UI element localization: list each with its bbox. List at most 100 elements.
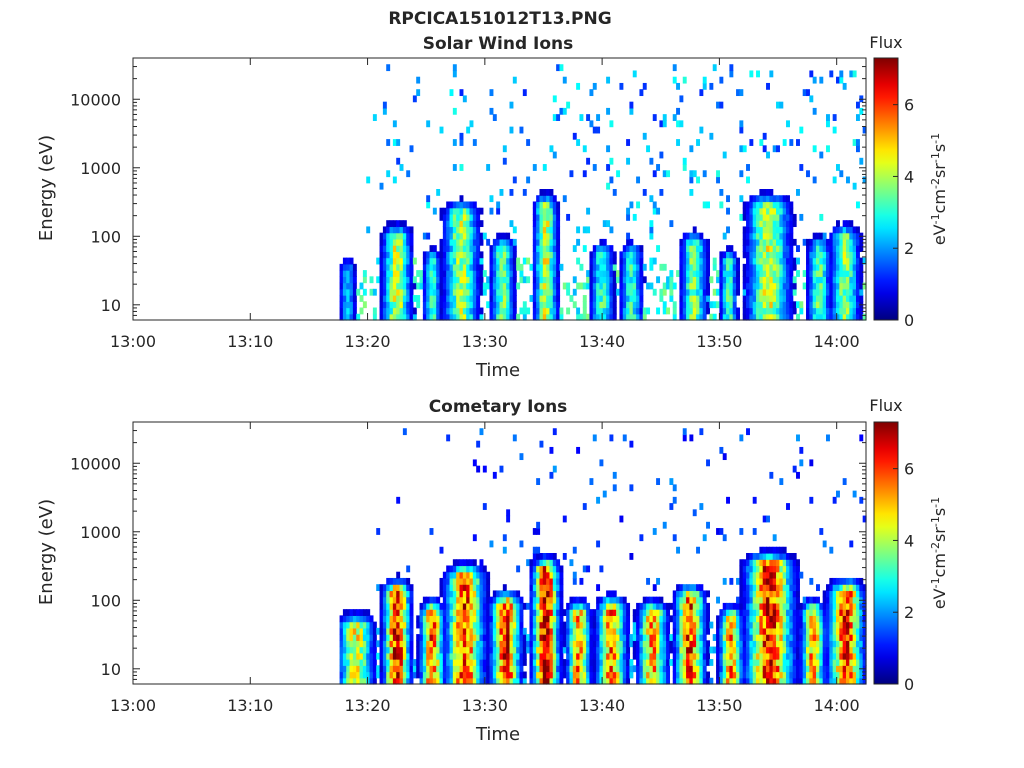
solar-wind-ions-heatmap-cell — [862, 126, 867, 134]
cometary-ions-heatmap-cell — [422, 659, 427, 666]
cometary-ions-heatmap-cell — [616, 659, 621, 666]
cometary-ions-heatmap-cell — [642, 596, 647, 604]
cometary-ions-heatmap-cell — [649, 627, 654, 635]
solar-wind-ions-heatmap-cell — [389, 220, 394, 228]
cometary-ions-heatmap-cell — [356, 640, 361, 648]
cometary-ions-heatmap-cell — [419, 621, 424, 629]
cometary-ions-heatmap-cell — [489, 602, 494, 610]
cometary-ions-heatmap-cell — [656, 627, 661, 635]
solar-wind-ions-heatmap-cell — [472, 295, 477, 302]
cometary-ions-heatmap-cell — [766, 609, 770, 616]
solar-wind-ions-heatmap-cell — [452, 257, 457, 265]
solar-wind-ions-heatmap-cell — [772, 207, 777, 215]
solar-wind-ions-heatmap-cell — [396, 245, 401, 252]
cometary-ions-heatmap-cell — [399, 677, 404, 685]
cometary-ions-heatmap-cell — [679, 615, 684, 623]
solar-wind-ions-heatmap-cell — [459, 89, 464, 97]
cometary-ions-heatmap-cell — [442, 577, 447, 585]
solar-wind-ions-heatmap-cell — [766, 307, 770, 315]
cometary-ions-heatmap-cell — [476, 627, 481, 635]
solar-wind-ions-heatmap-cell — [752, 301, 757, 309]
cometary-ions-heatmap-cell — [826, 615, 830, 623]
cometary-ions-heatmap-cell — [572, 659, 577, 666]
solar-wind-ions-heatmap-cell — [732, 295, 737, 302]
cometary-ions-heatmap-cell — [789, 553, 794, 560]
cometary-ions-heatmap-cell — [702, 652, 707, 660]
cometary-ions-heatmap-cell — [812, 646, 817, 654]
cometary-ions-heatmap-cell — [746, 621, 750, 629]
cometary-ions-heatmap-cell — [852, 584, 857, 592]
cometary-ions-heatmap-cell — [676, 634, 681, 641]
solar-wind-ions-heatmap-cell — [802, 270, 807, 277]
cometary-ions-heatmap-cell — [539, 640, 544, 648]
solar-wind-ions-heatmap-cell — [819, 213, 824, 221]
solar-wind-ions-heatmap-cell — [619, 301, 624, 309]
solar-wind-ions-heatmap-cell — [492, 245, 497, 252]
cometary-ions-heatmap-cell — [402, 621, 407, 629]
cometary-ions-heatmap-cell — [379, 609, 384, 616]
solar-wind-ions-heatmap-cell — [482, 270, 487, 277]
solar-wind-ions-heatmap-cell — [699, 251, 704, 259]
cometary-ions-heatmap-cell — [786, 503, 790, 510]
solar-wind-ions-heatmap-cell — [472, 270, 477, 277]
cometary-ions-heatmap-cell — [786, 659, 790, 666]
cometary-ions-heatmap-cell — [839, 665, 844, 673]
cometary-ions-heatmap-cell — [802, 602, 807, 610]
solar-wind-ions-heatmap-cell — [752, 257, 757, 265]
solar-wind-ions-heatmap-cell — [782, 295, 787, 302]
solar-wind-ions-heatmap-cell — [392, 288, 397, 296]
cometary-ions-heatmap-cell — [836, 577, 840, 585]
cometary-ions-heatmap-cell — [516, 677, 521, 685]
cometary-ions-heatmap-cell — [482, 602, 487, 610]
solar-wind-ions-heatmap-cell — [779, 207, 784, 215]
cometary-ions-heatmap-cell — [796, 634, 800, 641]
solar-wind-ions-heatmap-cell — [856, 114, 860, 121]
cometary-ions-heatmap-cell — [826, 671, 830, 679]
solar-wind-ions-heatmap-cell — [786, 295, 790, 302]
cometary-ions-heatmap-cell — [762, 577, 767, 585]
cometary-ions-heatmap-cell — [369, 659, 374, 666]
solar-wind-ions-heatmap-cell — [829, 276, 834, 284]
solar-wind-ions-heatmap-cell — [456, 282, 461, 290]
cometary-ions-heatmap-cell — [776, 627, 780, 635]
cometary-ions-heatmap-cell — [796, 640, 800, 648]
cometary-ions-heatmap-cell — [539, 553, 544, 560]
cometary-ions-heatmap-cell — [539, 671, 544, 679]
cometary-ions-heatmap-cell — [792, 565, 797, 573]
solar-wind-ions-heatmap-cell — [839, 282, 844, 290]
solar-wind-ions-heatmap-cell — [849, 238, 854, 246]
cometary-ions-heatmap-cell — [666, 646, 671, 654]
cometary-ions-heatmap-cell — [849, 646, 854, 654]
cometary-ions-heatmap-cell — [472, 615, 477, 623]
cometary-ions-heatmap-cell — [352, 665, 357, 673]
solar-wind-ions-heatmap-cell — [452, 64, 457, 72]
cometary-ions-heatmap-cell — [462, 634, 467, 641]
solar-wind-ions-heatmap-cell — [822, 307, 827, 315]
cometary-ions-heatmap-cell — [366, 671, 371, 679]
solar-wind-ions-heatmap-cell — [689, 170, 694, 178]
cometary-ions-heatmap-cell — [436, 640, 441, 648]
solar-wind-ions-heatmap-cell — [456, 226, 461, 234]
cometary-ions-heatmap-cell — [592, 677, 597, 685]
cometary-ions-heatmap-cell — [442, 677, 447, 685]
cometary-ions-heatmap-cell — [646, 627, 651, 635]
cometary-ions-x-tick-label: 13:30 — [462, 696, 508, 715]
solar-wind-ions-heatmap-cell — [609, 226, 614, 234]
solar-wind-ions-heatmap-cell — [542, 282, 547, 290]
cometary-ions-heatmap-cell — [672, 677, 677, 685]
cometary-ions-heatmap-cell — [652, 584, 657, 592]
solar-wind-ions-heatmap-cell — [732, 282, 737, 290]
cometary-ions-heatmap-cell — [602, 609, 607, 616]
cometary-ions-heatmap-cell — [656, 659, 661, 666]
solar-wind-ions-heatmap-cell — [769, 213, 774, 221]
solar-wind-ions-heatmap-cell — [642, 82, 647, 90]
cometary-ions-heatmap-cell — [856, 615, 860, 623]
cometary-ions-heatmap-cell — [509, 596, 514, 604]
solar-wind-ions-heatmap-cell — [442, 245, 447, 252]
cometary-ions-heatmap-cell — [662, 602, 667, 610]
cometary-ions-heatmap-cell — [622, 659, 627, 666]
cometary-ions-heatmap-cell — [849, 652, 854, 660]
cometary-ions-heatmap-cell — [386, 671, 391, 679]
solar-wind-ions-heatmap-cell — [416, 89, 421, 97]
cometary-ions-heatmap-cell — [546, 559, 551, 567]
